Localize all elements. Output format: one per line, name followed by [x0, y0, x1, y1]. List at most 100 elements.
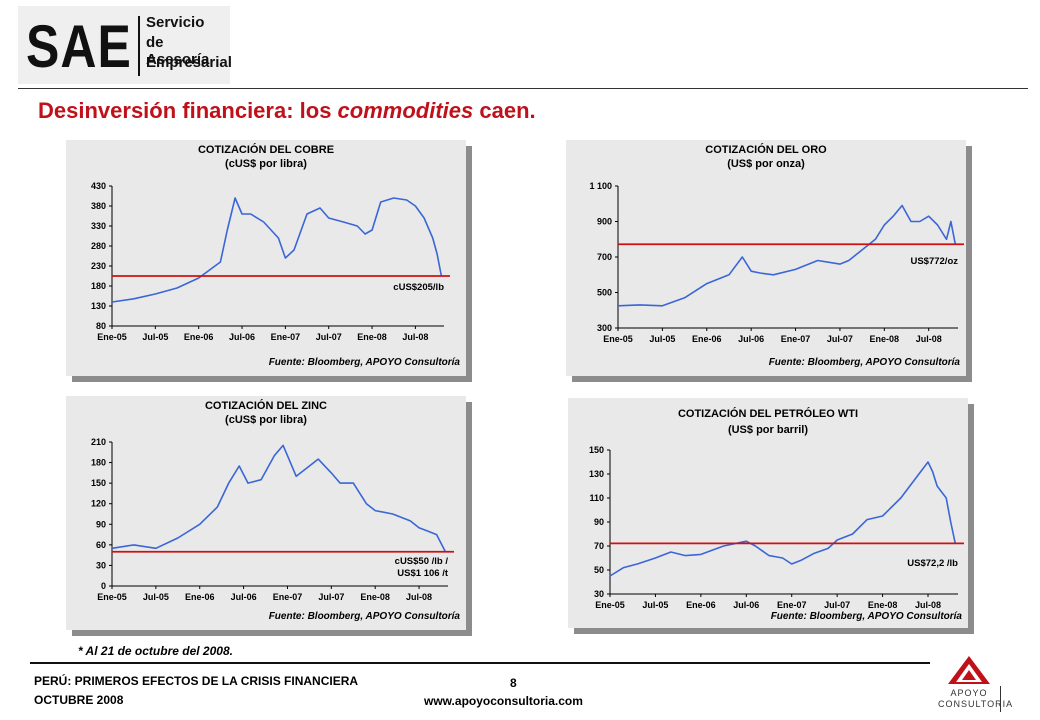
- y-tick-label: 150: [589, 445, 604, 455]
- x-tick-label: Jul-05: [142, 332, 168, 342]
- y-tick-label: 150: [91, 478, 106, 488]
- chart-title: COTIZACIÓN DEL ZINC: [204, 400, 327, 412]
- logo-text: SAE: [26, 13, 132, 81]
- y-tick-label: 80: [96, 321, 106, 331]
- y-tick-label: 180: [91, 281, 106, 291]
- footer-date: OCTUBRE 2008: [34, 693, 124, 707]
- chart-source: Fuente: Bloomberg, APOYO Consultoría: [770, 611, 962, 622]
- x-tick-label: Ene-05: [603, 334, 633, 344]
- x-tick-label: Jul-08: [916, 334, 942, 344]
- y-tick-label: 30: [96, 560, 106, 570]
- reference-label-2: US$1 106 /t: [397, 568, 449, 579]
- x-tick-label: Ene-07: [271, 332, 301, 342]
- y-tick-label: 120: [91, 499, 106, 509]
- footer-url: www.apoyoconsultoria.com: [424, 694, 583, 708]
- chart-source: Fuente: Bloomberg, APOYO Consultoría: [268, 611, 460, 622]
- copper-chart-panel: COTIZACIÓN DEL COBRE (cUS$ por libra) 80…: [66, 140, 466, 376]
- reference-label: cUS$50 /lb /: [395, 556, 449, 567]
- zinc-chart-panel: COTIZACIÓN DEL ZINC (cUS$ por libra) 0 30…: [66, 396, 466, 630]
- gold-chart: 300 500 700 900 1 100 Ene-05 Jul-05 Ene-06 Jul-0…: [589, 181, 964, 344]
- apoyo-logo: APOYO CONSULTORIA: [938, 654, 1028, 712]
- y-tick-label: 430: [91, 181, 106, 191]
- y-tick-label: 70: [594, 541, 604, 551]
- chart-source: Fuente: Bloomberg, APOYO Consultoría: [768, 357, 960, 368]
- x-tick-label: Jul-07: [318, 592, 344, 602]
- footer-divider: [30, 662, 930, 664]
- logo-line-1: Servicio: [146, 14, 205, 31]
- chart-title: COTIZACIÓN DEL ORO: [705, 144, 827, 156]
- zinc-chart: 0 30 60 90 120 150 180 210 Ene-05 Jul-05 Ene-06 Jul…: [91, 437, 454, 602]
- x-tick-label: Ene-07: [781, 334, 811, 344]
- x-tick-label: Jul-05: [143, 592, 169, 602]
- title-text: Desinversión financiera: los: [38, 98, 338, 123]
- x-tick-label: Ene-08: [357, 332, 387, 342]
- copper-chart: 80 130 180 230 280 330 380 430 Ene-05 Jul-05 Ene-0…: [91, 181, 450, 342]
- sae-logo: SAE Servicio de Asesoría Empresarial: [18, 6, 232, 84]
- x-tick-label: Jul-07: [827, 334, 853, 344]
- title-end: caen.: [473, 98, 536, 123]
- y-tick-label: 110: [589, 493, 604, 503]
- x-tick-label: Jul-06: [733, 600, 759, 610]
- x-tick-label: Ene-06: [692, 334, 722, 344]
- x-tick-label: Jul-07: [316, 332, 342, 342]
- x-tick-label: Ene-06: [185, 592, 215, 602]
- y-tick-label: 700: [597, 252, 612, 262]
- logo-line-3: Empresarial: [146, 54, 232, 71]
- y-tick-label: 130: [589, 469, 604, 479]
- y-tick-label: 90: [96, 519, 106, 529]
- chart-source: Fuente: Bloomberg, APOYO Consultoría: [268, 357, 460, 368]
- x-tick-label: Jul-05: [649, 334, 675, 344]
- y-tick-label: 30: [594, 589, 604, 599]
- x-tick-label: Ene-07: [273, 592, 303, 602]
- logo-line-2: de Asesoría: [146, 34, 210, 68]
- x-tick-label: Ene-06: [184, 332, 214, 342]
- oil-chart: 30 50 70 90 110 130 150 Ene-05 Jul-05 Ene-06 Jul-0…: [589, 445, 964, 610]
- slide-title: Desinversión financiera: los commodities…: [38, 98, 536, 124]
- y-tick-label: 230: [91, 261, 106, 271]
- x-tick-label: Jul-08: [402, 332, 428, 342]
- y-tick-label: 0: [101, 581, 106, 591]
- oil-chart-panel: COTIZACIÓN DEL PETRÓLEO WTI (US$ por bar…: [568, 398, 968, 628]
- series-line: [111, 444, 447, 553]
- y-tick-label: 900: [597, 217, 612, 227]
- x-tick-label: Jul-06: [738, 334, 764, 344]
- reference-label: cUS$205/lb: [393, 282, 444, 293]
- y-tick-label: 130: [91, 301, 106, 311]
- apoyo-divider: [1000, 686, 1001, 712]
- series-line: [111, 197, 443, 303]
- footer-title: PERÚ: PRIMEROS EFECTOS DE LA CRISIS FINA…: [34, 674, 359, 688]
- reference-label: US$72,2 /lb: [907, 558, 958, 569]
- header-divider: [18, 88, 1028, 89]
- x-tick-label: Ene-05: [97, 332, 127, 342]
- chart-title: COTIZACIÓN DEL PETRÓLEO WTI: [677, 408, 859, 420]
- x-tick-label: Ene-08: [868, 600, 898, 610]
- x-tick-label: Jul-05: [642, 600, 668, 610]
- y-tick-label: 1 100: [589, 181, 612, 191]
- x-tick-label: Jul-06: [229, 332, 255, 342]
- y-tick-label: 60: [96, 540, 106, 550]
- y-tick-label: 90: [594, 517, 604, 527]
- gold-chart-panel: COTIZACIÓN DEL ORO (US$ por onza) 300 500…: [566, 140, 966, 376]
- y-tick-label: 210: [91, 437, 106, 447]
- chart-subtitle: (cUS$ por libra): [225, 414, 307, 426]
- x-tick-label: Ene-05: [97, 592, 127, 602]
- x-tick-label: Jul-06: [231, 592, 257, 602]
- apoyo-brand: APOYO: [950, 688, 988, 698]
- apoyo-brand-sub: CONSULTORIA: [938, 699, 1014, 709]
- x-tick-label: Ene-08: [870, 334, 900, 344]
- y-tick-label: 500: [597, 288, 612, 298]
- reference-label: US$772/oz: [910, 256, 958, 267]
- series-line: [609, 461, 957, 577]
- series-line: [617, 204, 957, 307]
- x-tick-label: Ene-08: [360, 592, 390, 602]
- x-tick-label: Jul-07: [824, 600, 850, 610]
- chart-subtitle: (US$ por barril): [727, 424, 809, 436]
- y-tick-label: 50: [594, 565, 604, 575]
- x-tick-label: Ene-06: [686, 600, 716, 610]
- chart-title: COTIZACIÓN DEL COBRE: [197, 144, 335, 156]
- chart-subtitle: (US$ por onza): [727, 158, 805, 170]
- y-tick-label: 300: [597, 323, 612, 333]
- x-tick-label: Jul-08: [915, 600, 941, 610]
- x-tick-label: Ene-07: [777, 600, 807, 610]
- y-tick-label: 180: [91, 458, 106, 468]
